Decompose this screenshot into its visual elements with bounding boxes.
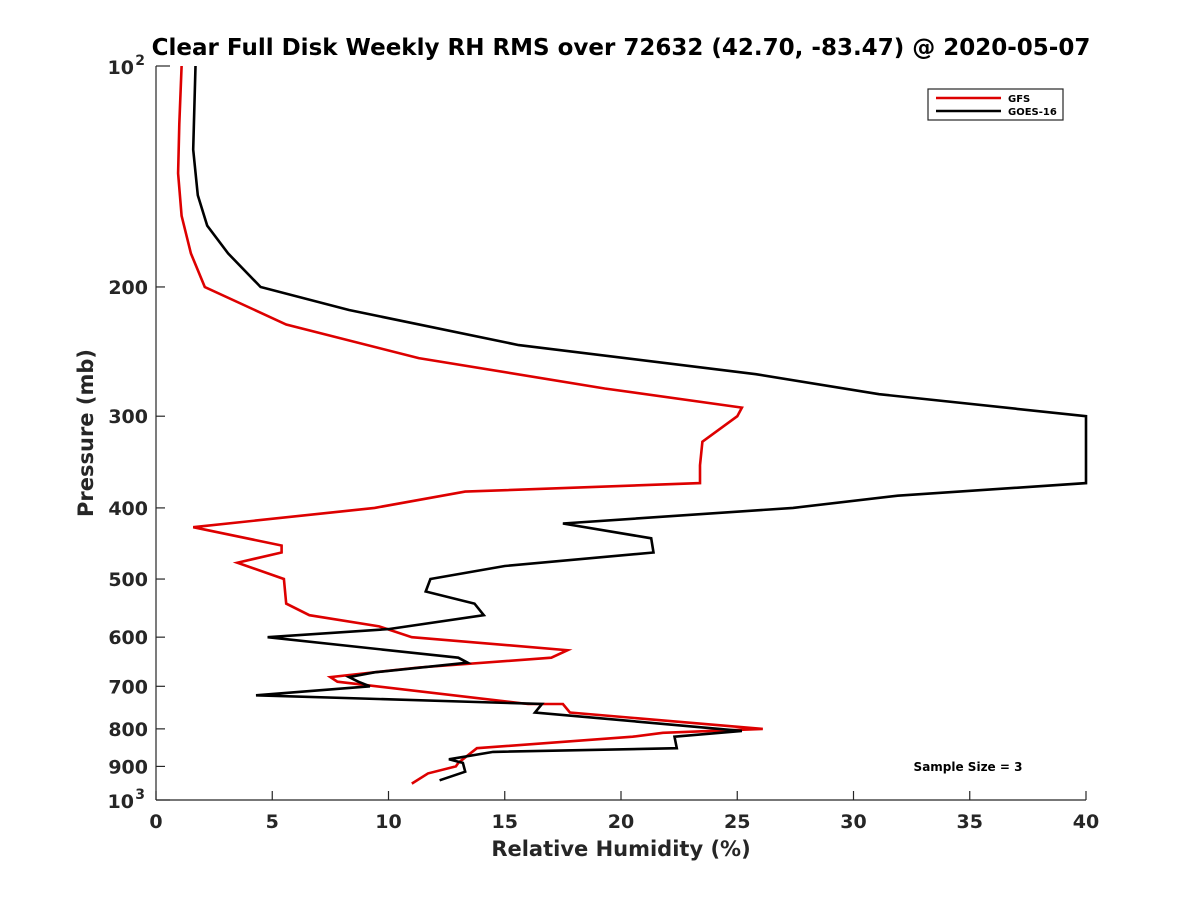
- x-tick-label: 20: [608, 811, 634, 833]
- y-axis-title: Pressure (mb): [74, 349, 98, 517]
- y-tick-label: 500: [108, 569, 148, 591]
- chart-title: Clear Full Disk Weekly RH RMS over 72632…: [152, 35, 1091, 61]
- x-tick-label: 30: [840, 811, 866, 833]
- x-axis-title: Relative Humidity (%): [491, 837, 750, 861]
- x-tick-label: 25: [724, 811, 750, 833]
- legend-box: [927, 88, 1064, 121]
- y-tick-label: 200: [108, 277, 148, 299]
- y-tick-label: 600: [108, 627, 148, 649]
- y-tick-label: 300: [108, 406, 148, 428]
- legend-label-gfs: GFS: [1008, 94, 1030, 105]
- sample-size-annotation: Sample Size = 3: [914, 760, 1023, 774]
- legend-label-goes-16: GOES-16: [1008, 107, 1057, 118]
- y-decade-label: 10: [108, 791, 134, 813]
- x-tick-label: 15: [492, 811, 518, 833]
- x-tick-label: 40: [1073, 811, 1099, 833]
- x-tick-label: 5: [266, 811, 279, 833]
- y-tick-label: 700: [108, 676, 148, 698]
- y-decade-label: 10: [108, 57, 134, 79]
- y-tick-label: 400: [108, 498, 148, 520]
- series-layer: [176, 65, 1088, 785]
- y-tick-label: 800: [108, 719, 148, 741]
- series-line-goes-16: [191, 65, 1088, 782]
- legend: GFS GOES-16: [927, 88, 1064, 121]
- x-tick-label: 35: [957, 811, 983, 833]
- y-tick-label: 900: [108, 756, 148, 778]
- x-tick-label: 10: [375, 811, 401, 833]
- x-tick-label: 0: [149, 811, 162, 833]
- y-decade-exponent: 2: [135, 53, 145, 69]
- y-decade-exponent: 3: [135, 787, 145, 803]
- x-axis: 0 5 10 15 20 25 30 35 40: [149, 791, 1099, 833]
